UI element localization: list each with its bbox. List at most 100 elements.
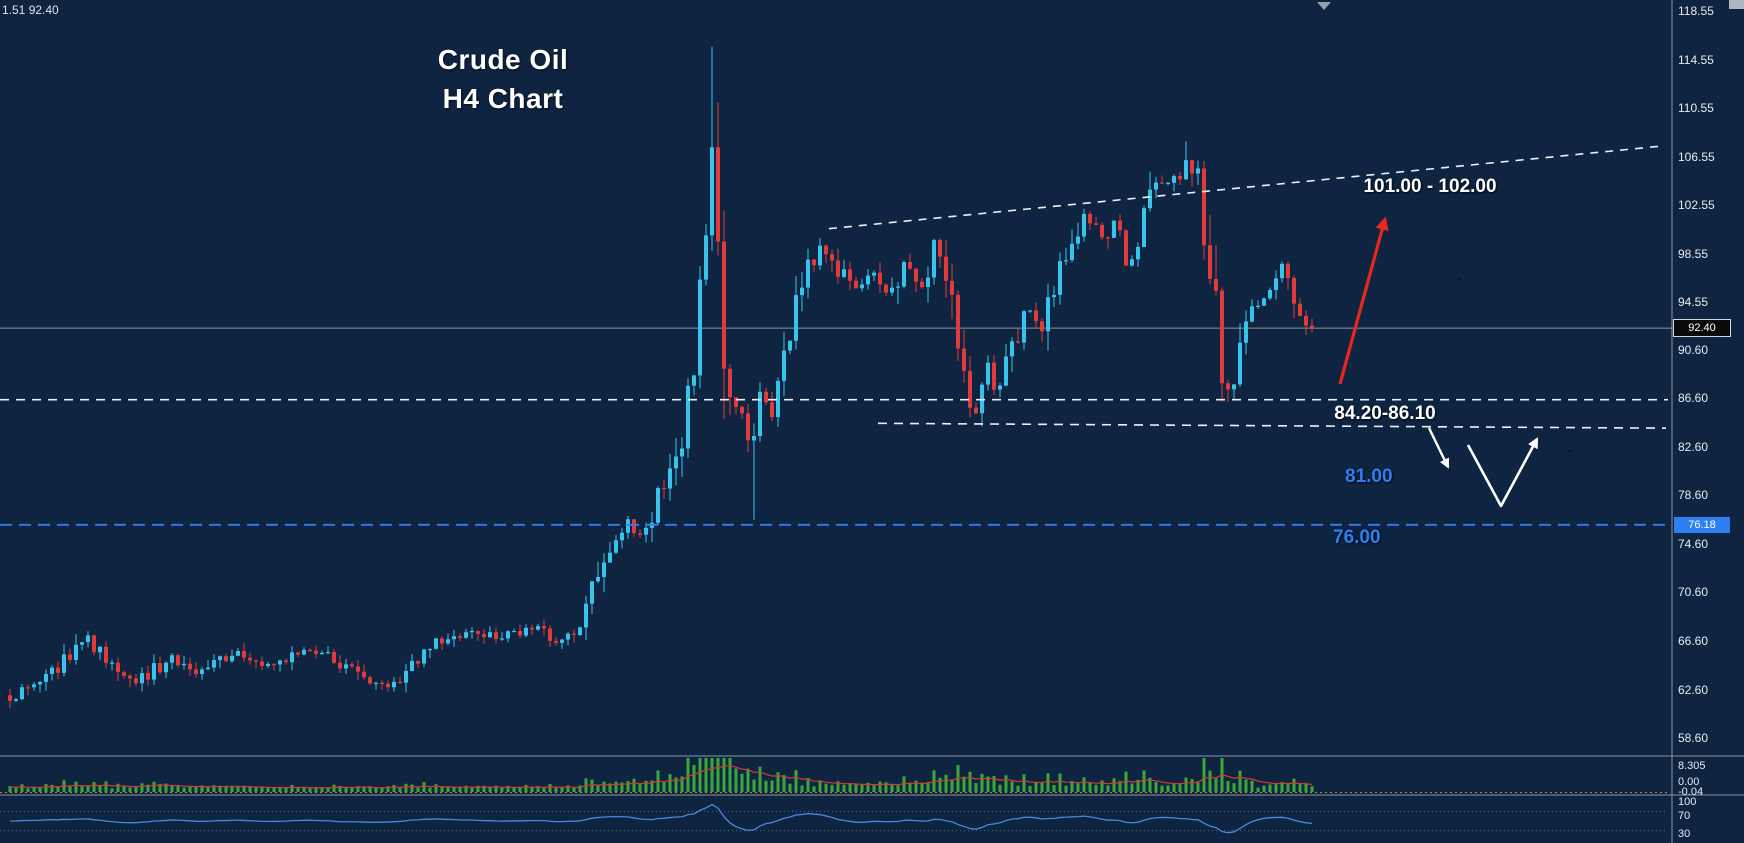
candle-body	[590, 581, 594, 604]
volume-bar	[134, 786, 138, 792]
candle-body	[1214, 278, 1218, 291]
volume-bar	[116, 783, 120, 792]
candle-body	[422, 649, 426, 664]
volume-bar	[1232, 783, 1236, 792]
candle-body	[662, 487, 666, 490]
candle-body	[188, 663, 192, 670]
price-tick-label: 66.60	[1678, 633, 1709, 648]
chart-title-line1: Crude Oil	[437, 44, 569, 75]
volume-bar	[176, 784, 180, 792]
volume-bar	[470, 787, 474, 792]
volume-bar	[1004, 775, 1008, 792]
volume-bar	[260, 786, 264, 792]
volume-bar	[1238, 770, 1242, 792]
volume-bar	[194, 786, 198, 792]
volume-bar	[626, 781, 630, 792]
volume-bar	[488, 786, 492, 792]
volume-bar	[98, 785, 102, 792]
volume-bar	[38, 787, 42, 792]
volume-bar	[230, 785, 234, 792]
candle-body	[332, 652, 336, 663]
resistance-zone-line-lower[interactable]	[877, 422, 1667, 429]
volume-bar	[254, 787, 258, 792]
volume-bar	[782, 775, 786, 792]
candle-body	[146, 673, 150, 680]
candle-body	[884, 284, 888, 293]
candle-body	[140, 673, 144, 684]
candle-body	[1268, 290, 1272, 299]
volume-bar	[692, 764, 696, 792]
candle-body	[854, 280, 858, 289]
candle-body	[308, 649, 312, 652]
candle-body	[224, 656, 228, 662]
candle-body	[254, 660, 258, 662]
candle-body	[938, 240, 942, 257]
volume-bar	[884, 782, 888, 792]
volume-bar	[1148, 777, 1152, 792]
candle-body	[320, 652, 324, 655]
volume-bar	[524, 784, 528, 792]
candle-body	[1040, 321, 1044, 332]
volume-bar	[542, 787, 546, 792]
candle-body	[182, 663, 186, 666]
candle-body	[50, 667, 54, 675]
candle-body	[602, 562, 606, 577]
candle-body	[446, 639, 450, 644]
volume-bar	[716, 758, 720, 792]
candle-body	[1256, 305, 1260, 307]
volume-bar	[344, 786, 348, 792]
candle-body	[56, 667, 60, 673]
volume-bar	[422, 782, 426, 792]
candle-body	[686, 385, 690, 449]
candle-body	[1016, 341, 1020, 343]
volume-bar	[878, 781, 882, 792]
candle-body	[776, 380, 780, 418]
candle-body	[560, 639, 564, 643]
volume-ma-line	[9, 765, 1313, 789]
candle-body	[1142, 208, 1146, 247]
candle-body	[68, 654, 72, 660]
volume-bar	[1052, 784, 1056, 792]
price-tick-label: 74.60	[1678, 536, 1709, 551]
candle-body	[782, 350, 786, 381]
candle-body	[584, 603, 588, 628]
volume-bar	[1172, 783, 1176, 792]
red-up-arrow[interactable]	[1338, 216, 1389, 385]
volume-bar	[644, 780, 648, 792]
candle-body	[902, 261, 906, 287]
candle-body	[434, 638, 438, 649]
volume-bar	[50, 784, 54, 792]
candle-body	[278, 660, 282, 665]
volume-bar	[476, 785, 480, 792]
candle-body	[1088, 213, 1092, 224]
candle-body	[362, 671, 366, 678]
white-down-arrow[interactable]	[1427, 427, 1450, 469]
candle-body	[74, 644, 78, 660]
volume-bar	[734, 768, 738, 792]
price-tick-label: 90.60	[1678, 342, 1709, 357]
volume-bar	[854, 783, 858, 792]
candle-body	[26, 687, 30, 689]
candle-body	[1286, 263, 1290, 279]
candle-body	[620, 532, 624, 541]
volume-bar	[374, 788, 378, 792]
candle-body	[836, 260, 840, 277]
candle-body	[656, 487, 660, 523]
rising-trendline[interactable]	[828, 145, 1661, 230]
support-zone-label: 84.20-86.10	[1334, 403, 1436, 424]
price-tick-label: 62.60	[1678, 682, 1709, 697]
candle-body	[926, 277, 930, 288]
scroll-position-marker[interactable]	[1317, 2, 1331, 10]
price-tick-label: 58.60	[1678, 731, 1709, 745]
candle-body	[164, 662, 168, 673]
volume-bar	[830, 784, 834, 792]
candle-body	[1262, 298, 1266, 306]
candle-body	[986, 362, 990, 385]
volume-bar	[890, 783, 894, 792]
white-v-arrow[interactable]	[1466, 437, 1539, 508]
volume-bar	[914, 780, 918, 792]
volume-bar	[320, 786, 324, 792]
volume-bar	[164, 783, 168, 792]
